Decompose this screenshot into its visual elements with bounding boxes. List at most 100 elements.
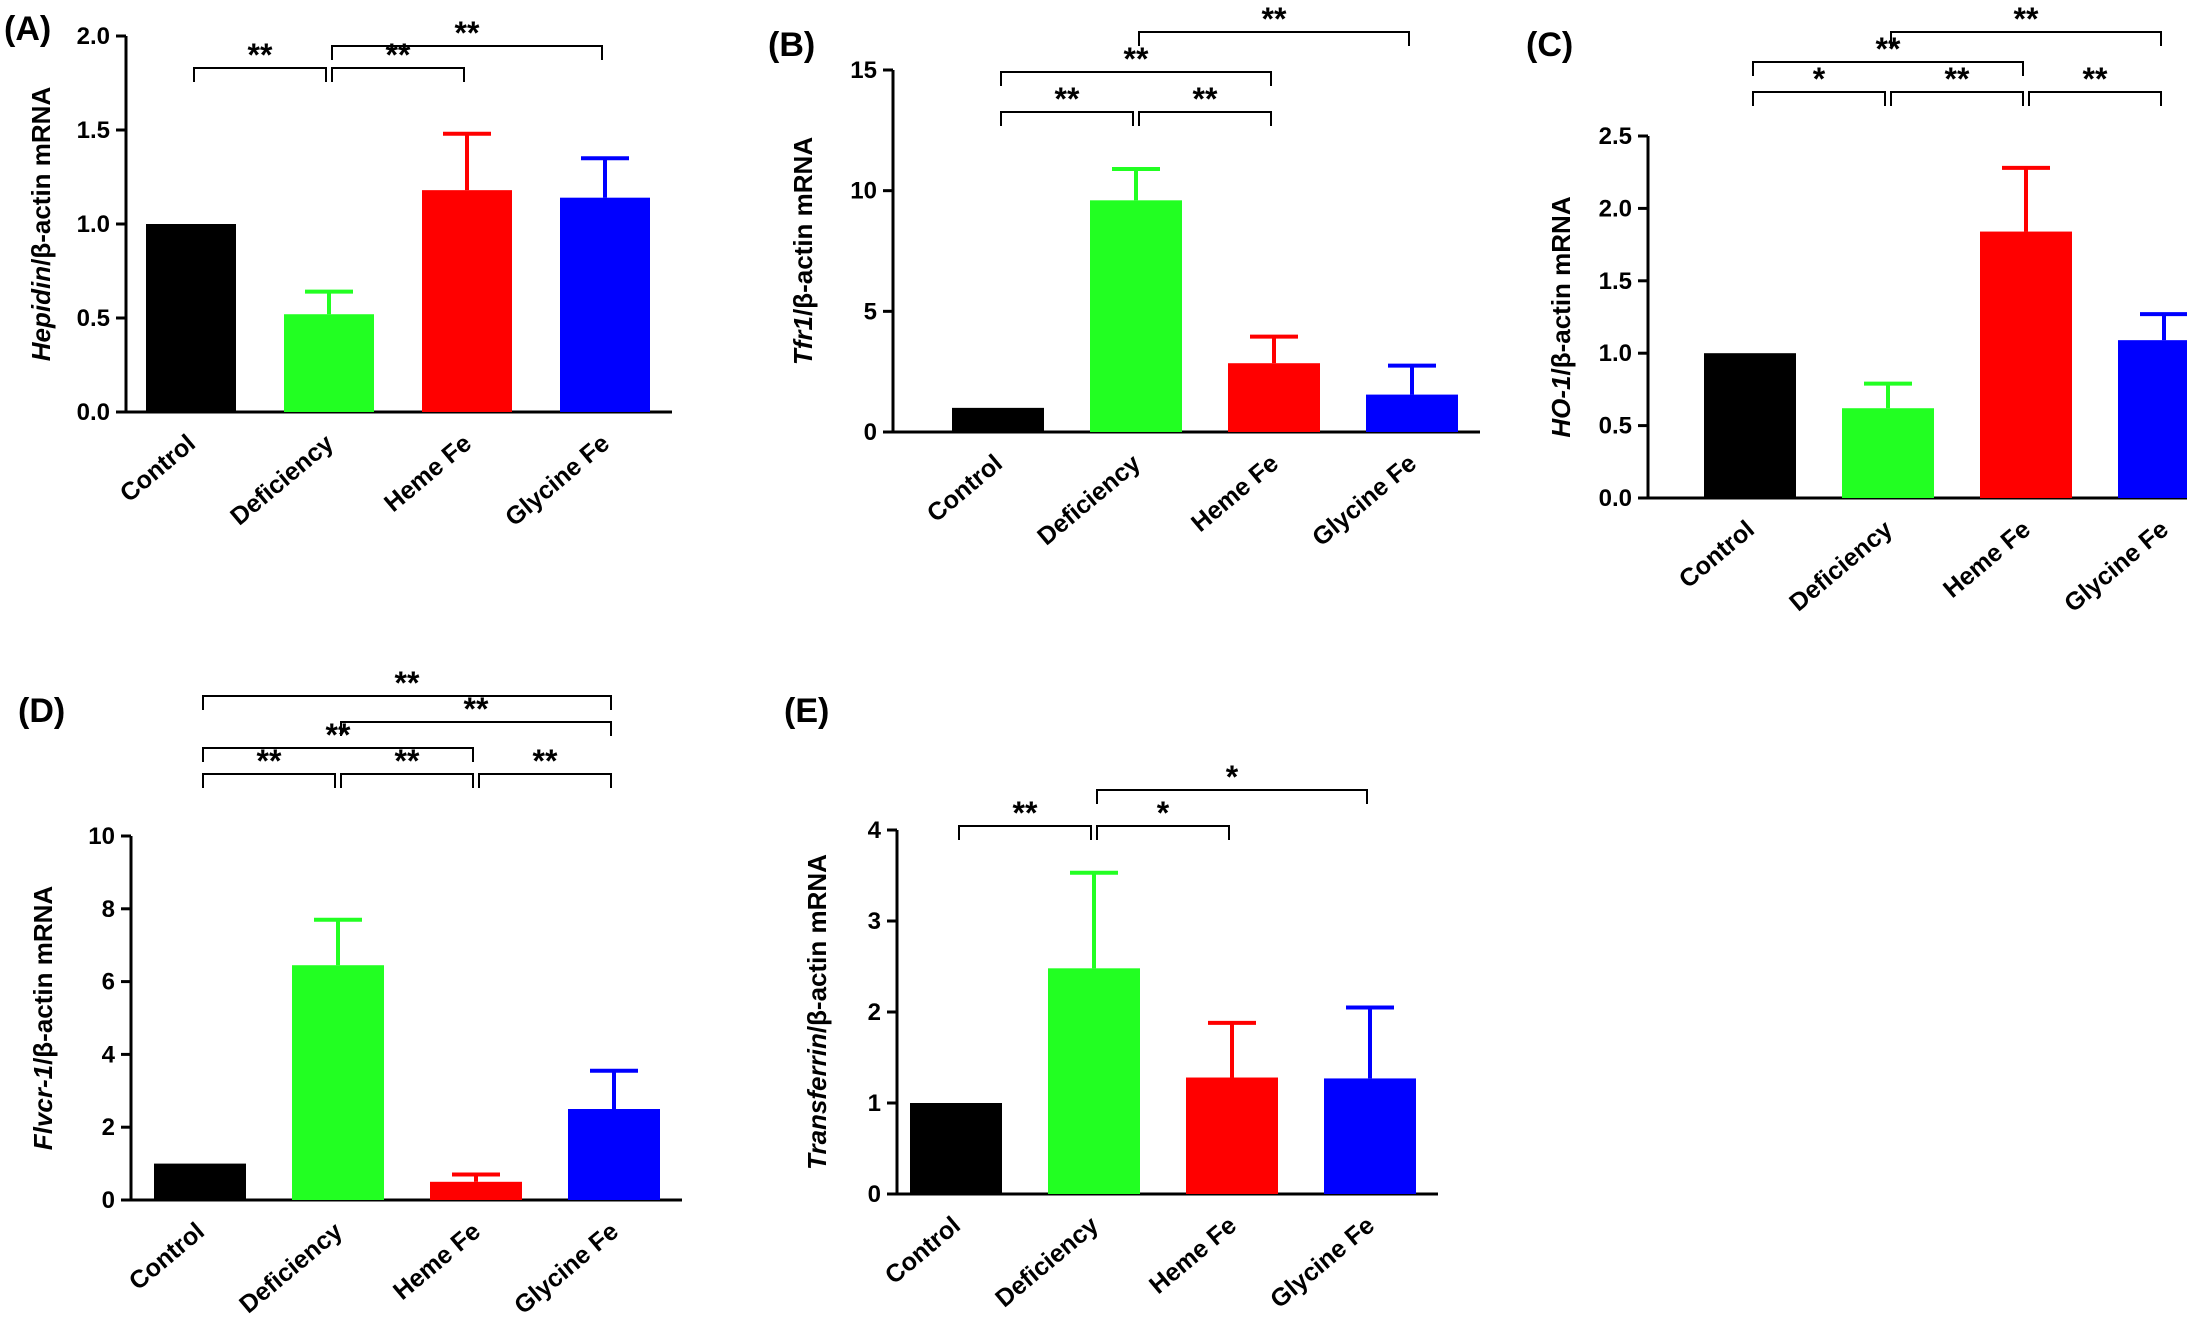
category-label: Heme Fe <box>1144 1211 1242 1299</box>
chart-panel-4: (E) 0 1 2 3 4 Transferrin/β-actin mRNA Control D… <box>784 692 1438 1314</box>
bar-control <box>1704 353 1796 498</box>
y-tick-label: 0 <box>864 419 877 446</box>
significance-label: * <box>1157 795 1170 831</box>
category-label: Heme Fe <box>379 429 477 517</box>
bar-control <box>146 224 236 412</box>
y-axis-label-gene: HO-1 <box>1546 375 1576 437</box>
panel-label: (E) <box>784 692 829 730</box>
category-label: Deficiency <box>1784 515 1898 617</box>
y-axis-label-gene: Hepidin <box>26 266 56 361</box>
significance-bracket <box>202 747 474 762</box>
significance-label: ** <box>395 665 420 701</box>
bar-glycine-fe <box>568 1109 660 1200</box>
significance-label: ** <box>2083 61 2108 97</box>
y-axis-label: Flvcr-1/β-actin mRNA <box>28 886 58 1151</box>
y-tick-label: 8 <box>102 896 115 923</box>
category-label: Control <box>115 429 201 508</box>
y-tick-label: 1.0 <box>77 211 110 238</box>
y-axis-label: Tfr1/β-actin mRNA <box>788 137 818 365</box>
panel-label: (B) <box>768 26 815 64</box>
category-label: Glycine Fe <box>1265 1211 1380 1314</box>
significance-bracket <box>1000 111 1134 126</box>
category-label: Deficiency <box>234 1217 348 1319</box>
significance-label: * <box>1226 759 1239 795</box>
significance-bracket <box>1138 31 1410 46</box>
y-tick-label: 1.5 <box>77 117 110 144</box>
y-axis-label-unit: /β-actin mRNA <box>788 137 818 316</box>
bar-glycine-fe <box>1324 1078 1416 1194</box>
y-axis-label: Hepidin/β-actin mRNA <box>26 87 56 362</box>
y-axis-label-gene: Tfr1 <box>788 316 818 365</box>
y-tick-label: 3 <box>868 908 881 935</box>
significance-bracket <box>1096 789 1368 804</box>
significance-bracket <box>1138 111 1272 126</box>
category-label: Deficiency <box>225 429 339 531</box>
chart-panel-0: (A) 0.0 0.5 1.0 1.5 2.0 Hepidin/β-actin mRNA Co… <box>4 10 672 532</box>
y-tick-label: 6 <box>102 969 115 996</box>
significance-bracket <box>1890 31 2162 46</box>
significance-bracket <box>958 825 1092 840</box>
significance-bracket <box>340 721 612 736</box>
y-tick-label: 2.0 <box>77 23 110 50</box>
y-tick-label: 1.5 <box>1599 268 1632 295</box>
bar-heme-fe <box>422 190 512 412</box>
y-tick-label: 4 <box>102 1041 116 1068</box>
significance-bracket <box>202 695 612 710</box>
bar-heme-fe <box>1228 363 1320 432</box>
bar-deficiency <box>1090 200 1182 432</box>
significance-label: ** <box>1262 1 1287 37</box>
y-axis-label-unit: /β-actin mRNA <box>28 886 58 1065</box>
significance-bracket <box>202 773 336 788</box>
significance-label: ** <box>1193 81 1218 117</box>
significance-label: ** <box>1124 41 1149 77</box>
significance-bracket <box>2028 91 2162 106</box>
significance-bracket <box>331 45 603 60</box>
significance-label: ** <box>1013 795 1038 831</box>
y-tick-label: 4 <box>868 817 882 844</box>
category-label: Heme Fe <box>1938 515 2036 603</box>
bar-control <box>154 1163 246 1200</box>
y-axis-label-unit: /β-actin mRNA <box>1546 196 1576 375</box>
y-tick-label: 0.0 <box>1599 485 1632 512</box>
panel-label: (D) <box>18 692 65 730</box>
bar-glycine-fe <box>1366 394 1458 432</box>
category-label: Glycine Fe <box>1307 449 1422 552</box>
y-axis-label-unit: /β-actin mRNA <box>26 87 56 266</box>
significance-label: ** <box>533 743 558 779</box>
y-tick-label: 5 <box>864 298 877 325</box>
category-label: Glycine Fe <box>500 429 615 532</box>
significance-bracket <box>331 67 465 82</box>
significance-bracket <box>193 67 327 82</box>
y-tick-label: 10 <box>850 178 877 205</box>
category-label: Glycine Fe <box>509 1217 624 1320</box>
y-tick-label: 0 <box>102 1187 115 1214</box>
category-label: Heme Fe <box>1186 449 1284 537</box>
significance-label: ** <box>248 37 273 73</box>
y-tick-label: 0.5 <box>1599 413 1632 440</box>
significance-label: ** <box>386 37 411 73</box>
bar-control <box>910 1103 1002 1194</box>
significance-label: ** <box>2014 1 2039 37</box>
significance-bracket <box>478 773 612 788</box>
significance-bracket <box>1752 61 2024 76</box>
y-tick-label: 2 <box>102 1114 115 1141</box>
y-axis-label-gene: Flvcr-1 <box>28 1065 58 1150</box>
category-label: Control <box>922 449 1008 528</box>
panel-label: (C) <box>1526 26 1573 64</box>
y-tick-label: 0.5 <box>77 305 110 332</box>
significance-label: ** <box>455 15 480 51</box>
y-axis-label-gene: Transferrin <box>802 1033 832 1170</box>
significance-bracket <box>1000 71 1272 86</box>
bar-deficiency <box>1048 968 1140 1194</box>
significance-bracket <box>1752 91 1886 106</box>
significance-label: ** <box>1945 61 1970 97</box>
y-tick-label: 2.0 <box>1599 195 1632 222</box>
y-tick-label: 0.0 <box>77 399 110 426</box>
bar-glycine-fe <box>560 197 650 412</box>
significance-bracket <box>340 773 474 788</box>
significance-label: * <box>1813 61 1826 97</box>
bar-deficiency <box>292 965 384 1200</box>
y-axis-label: HO-1/β-actin mRNA <box>1546 196 1576 437</box>
category-label: Deficiency <box>1032 449 1146 551</box>
